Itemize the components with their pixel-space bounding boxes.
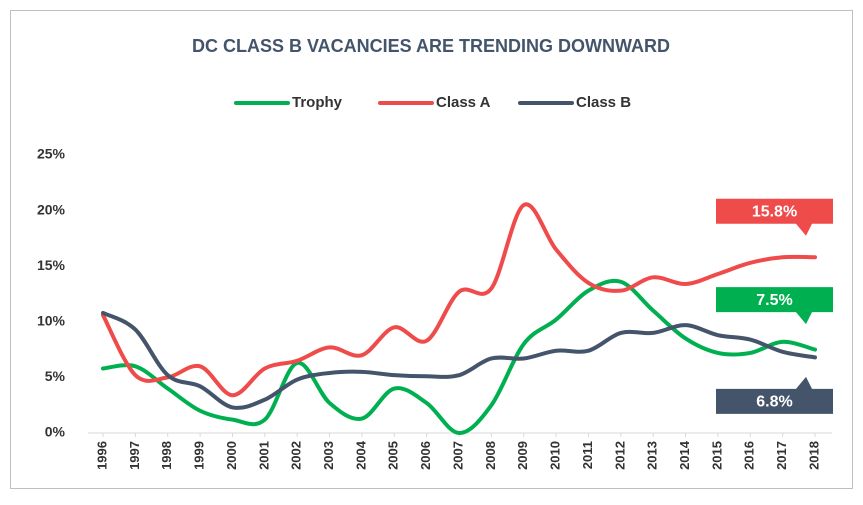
legend-label: Trophy xyxy=(292,94,343,111)
y-tick-label: 10% xyxy=(37,313,66,329)
x-tick-label: 1996 xyxy=(94,441,109,470)
x-tick-label: 2016 xyxy=(742,441,757,470)
series-line xyxy=(101,310,817,410)
y-tick-label: 5% xyxy=(45,368,66,384)
callout-box xyxy=(716,287,833,325)
x-tick-label: 2014 xyxy=(677,440,692,470)
x-tick-label: 2011 xyxy=(580,441,595,469)
x-tick-label: 2006 xyxy=(418,441,433,470)
legend-label: Class A xyxy=(436,94,491,111)
x-tick-label: 2002 xyxy=(289,441,304,470)
series-line xyxy=(101,278,817,435)
x-tick-label: 2005 xyxy=(386,441,401,470)
series-line xyxy=(101,202,817,398)
x-tick-label: 2017 xyxy=(774,441,789,470)
y-tick-label: 25% xyxy=(37,146,66,162)
value-label: 7.5% xyxy=(756,292,792,309)
chart-title: DC CLASS B VACANCIES ARE TRENDING DOWNWA… xyxy=(192,36,670,56)
x-tick-label: 2004 xyxy=(353,440,368,470)
x-tick-label: 2007 xyxy=(450,441,465,470)
x-tick-label: 1999 xyxy=(192,441,207,470)
y-tick-label: 15% xyxy=(37,257,66,273)
callout-box xyxy=(716,198,833,236)
y-tick-label: 20% xyxy=(37,201,66,217)
x-tick-label: 2012 xyxy=(612,441,627,470)
callout-box xyxy=(716,376,833,414)
x-tick-label: 2008 xyxy=(483,441,498,470)
x-tick-label: 2013 xyxy=(645,441,660,470)
x-tick-label: 1997 xyxy=(127,441,142,470)
x-tick-label: 2001 xyxy=(256,441,271,470)
x-tick-label: 2015 xyxy=(709,441,724,470)
x-tick-label: 2018 xyxy=(806,441,821,470)
legend-label: Class B xyxy=(576,94,631,111)
x-tick-label: 2010 xyxy=(548,441,563,470)
x-tick-label: 1998 xyxy=(159,441,174,470)
chart-frame xyxy=(10,10,853,489)
x-tick-label: 2000 xyxy=(224,441,239,470)
x-tick-label: 2003 xyxy=(321,441,336,470)
y-tick-label: 0% xyxy=(45,424,66,440)
value-label: 15.8% xyxy=(752,204,797,221)
value-label: 6.8% xyxy=(756,394,792,411)
x-tick-label: 2009 xyxy=(515,441,530,470)
